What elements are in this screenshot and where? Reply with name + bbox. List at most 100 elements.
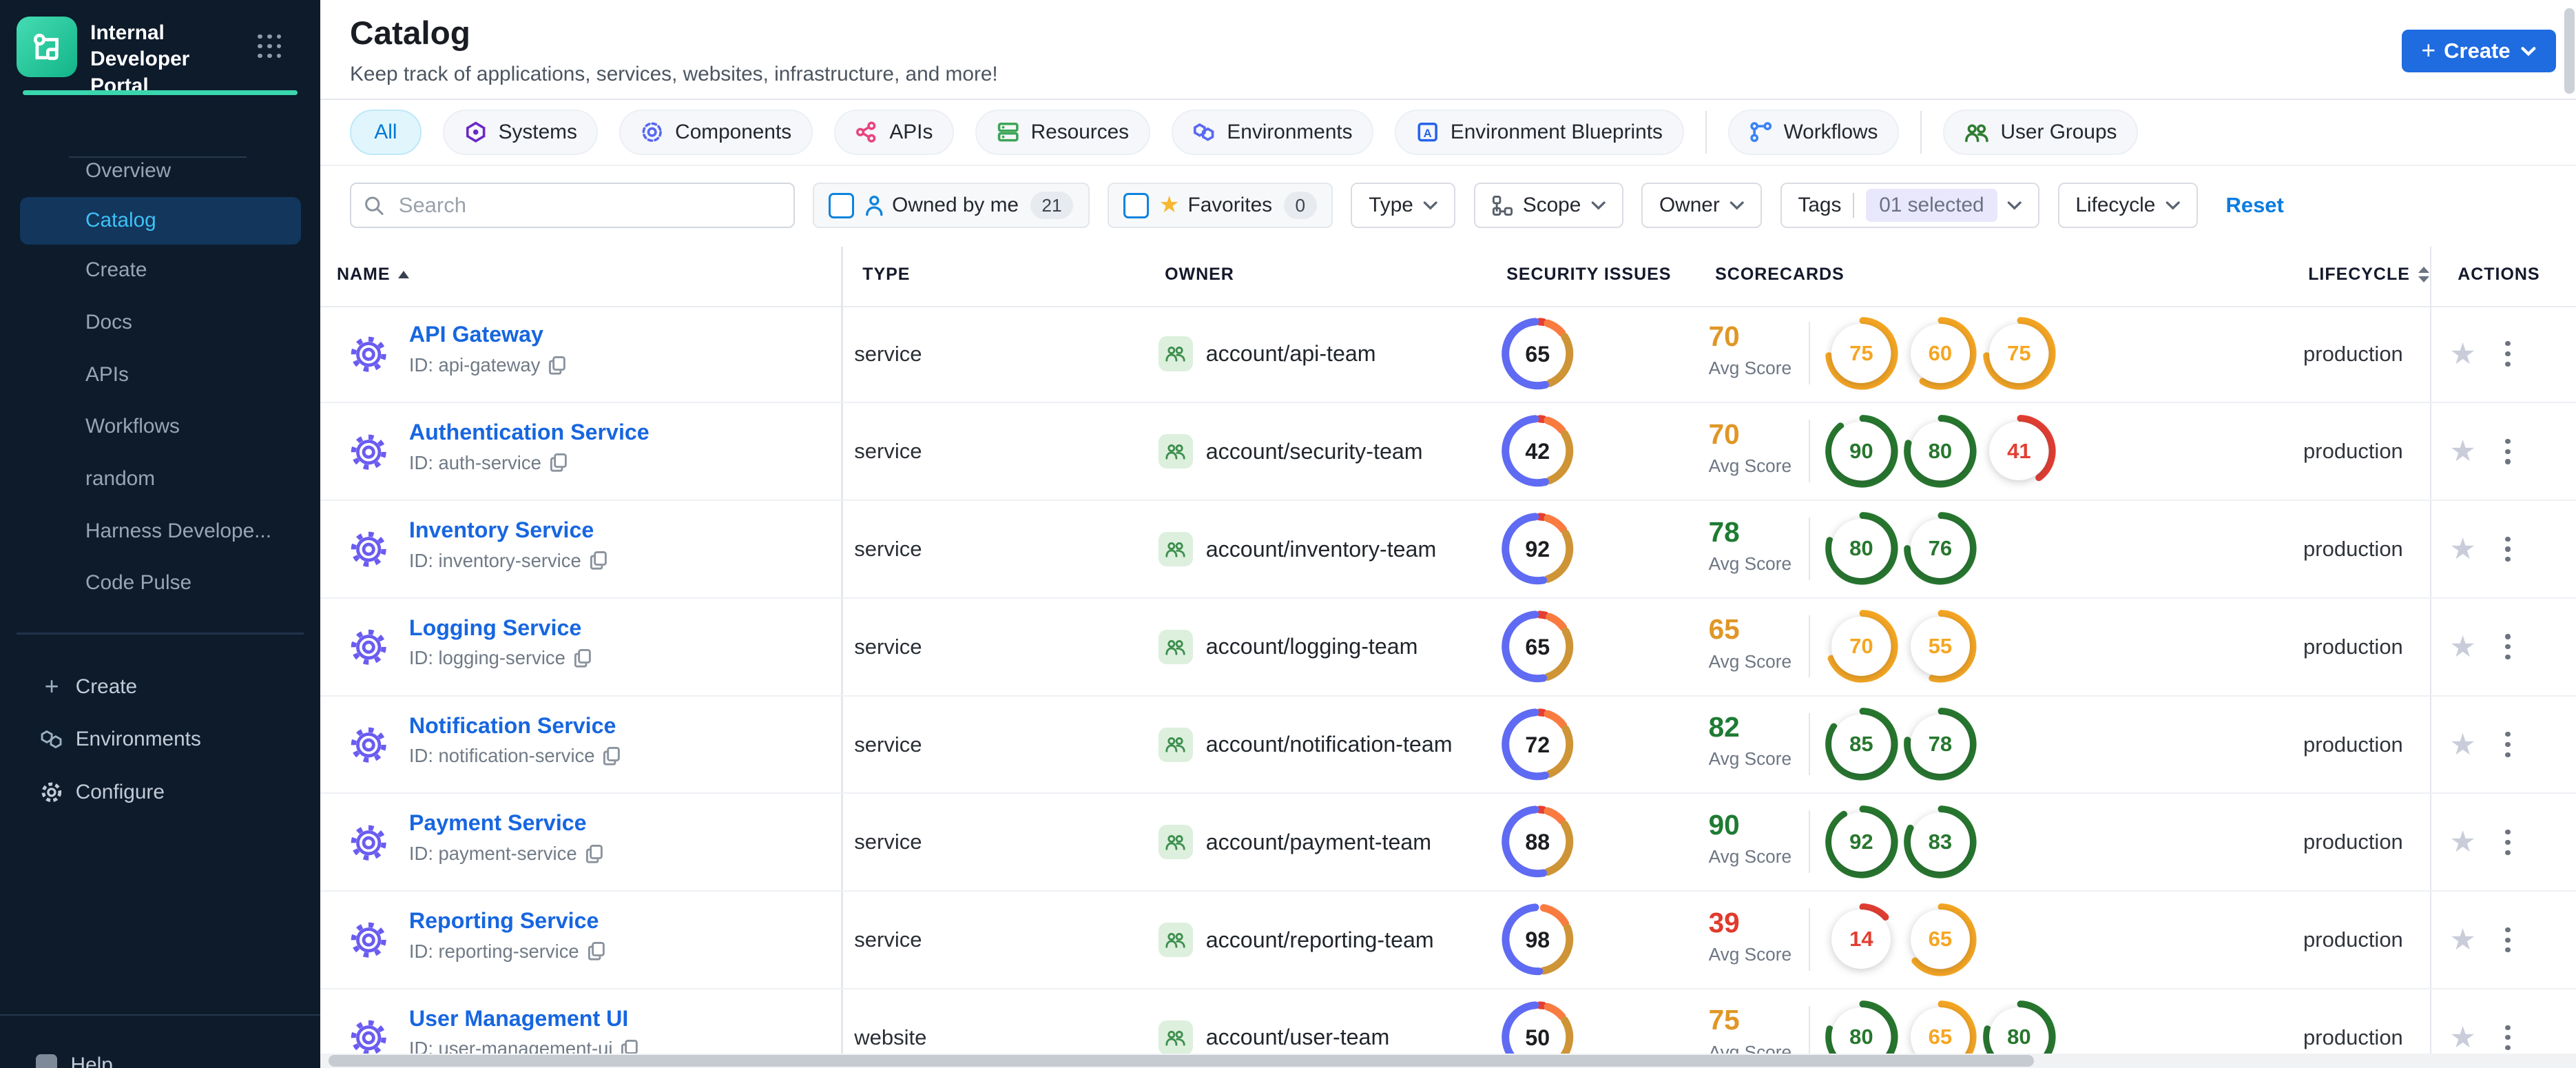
tab-label: Environments — [1227, 121, 1353, 143]
table-row[interactable]: Reporting Service ID: reporting-service … — [320, 892, 2576, 989]
entity-name-link[interactable]: Logging Service — [408, 615, 582, 640]
table-row[interactable]: Logging Service ID: logging-service serv… — [320, 599, 2576, 697]
favorite-star-button[interactable]: ★ — [2449, 1020, 2476, 1054]
owned-by-me-label: Owned by me — [892, 194, 1019, 217]
entity-name-link[interactable]: User Management UI — [408, 1005, 629, 1031]
copy-icon[interactable] — [590, 551, 607, 571]
scorecard-badge[interactable]: 90 — [1824, 413, 1900, 489]
copy-icon[interactable] — [548, 356, 566, 376]
entity-name-link[interactable]: Inventory Service — [408, 517, 594, 543]
column-header-lifecycle[interactable]: LIFECYCLE — [2308, 265, 2429, 285]
scorecard-badge[interactable]: 14 — [1824, 902, 1900, 978]
sidebar-item-harness-develope[interactable]: Harness Develope... — [85, 519, 271, 542]
sidebar-item-create[interactable]: Create — [85, 258, 147, 282]
entity-name-link[interactable]: API Gateway — [408, 322, 543, 347]
row-menu-kebab[interactable] — [2505, 599, 2511, 695]
owned-by-me-count: 21 — [1030, 191, 1074, 220]
type-dropdown[interactable]: Type — [1351, 183, 1456, 229]
scorecard-badge[interactable]: 65 — [1902, 902, 1978, 978]
scorecard-badge[interactable]: 75 — [1824, 316, 1900, 391]
help-icon — [36, 1054, 58, 1068]
copy-icon[interactable] — [588, 941, 605, 961]
scorecard-badge[interactable]: 55 — [1902, 608, 1978, 684]
lifecycle-dropdown[interactable]: Lifecycle — [2057, 183, 2198, 229]
tab-label: Components — [675, 121, 792, 143]
row-menu-kebab[interactable] — [2505, 794, 2511, 890]
tab-components[interactable]: Components — [619, 110, 813, 155]
sidebar-item-create[interactable]: + Create — [0, 661, 320, 713]
search-box[interactable] — [350, 183, 795, 229]
sidebar-item-configure[interactable]: Configure — [0, 766, 320, 818]
tab-systems[interactable]: Systems — [442, 110, 599, 155]
horizontal-scrollbar-thumb[interactable] — [329, 1055, 2034, 1067]
tab-workflows[interactable]: Workflows — [1727, 110, 1900, 155]
tab-all[interactable]: All — [350, 110, 422, 155]
column-header-name[interactable]: NAME — [337, 265, 410, 285]
reset-filters-link[interactable]: Reset — [2225, 193, 2284, 218]
entity-name-link[interactable]: Payment Service — [408, 810, 587, 836]
scorecard-badge[interactable]: 60 — [1902, 316, 1978, 391]
favorite-star-button[interactable]: ★ — [2449, 435, 2476, 469]
owner-dropdown[interactable]: Owner — [1641, 183, 1763, 229]
vertical-scrollbar[interactable] — [2564, 8, 2575, 94]
scorecard-badge[interactable]: 78 — [1902, 706, 1978, 782]
row-menu-kebab[interactable] — [2505, 697, 2511, 793]
tags-dropdown[interactable]: Tags 01 selected — [1780, 183, 2040, 229]
tab-environments[interactable]: Environments — [1171, 110, 1374, 155]
table-row[interactable]: Notification Service ID: notification-se… — [320, 697, 2576, 794]
tab-apis[interactable]: APIs — [833, 110, 954, 155]
copy-icon[interactable] — [585, 844, 603, 864]
app-switcher-icon[interactable] — [258, 34, 282, 59]
favorite-star-button[interactable]: ★ — [2449, 337, 2476, 371]
copy-icon[interactable] — [603, 746, 621, 766]
favorite-star-button[interactable]: ★ — [2449, 728, 2476, 761]
sidebar-item-catalog[interactable]: Catalog — [19, 196, 301, 245]
table-row[interactable]: API Gateway ID: api-gateway service acco… — [320, 306, 2576, 404]
tab-environment-blueprints[interactable]: A Environment Blueprints — [1395, 110, 1684, 155]
scorecard-badge[interactable]: 76 — [1902, 511, 1978, 586]
scorecard-badge[interactable]: 80 — [1824, 511, 1900, 586]
favorites-filter[interactable]: ★ Favorites 0 — [1107, 183, 1333, 229]
sidebar-item-help[interactable]: Help — [36, 1054, 113, 1068]
table-row[interactable]: Authentication Service ID: auth-service … — [320, 403, 2576, 502]
tab-resources[interactable]: Resources — [975, 110, 1150, 155]
scorecard-badge[interactable]: 70 — [1824, 608, 1900, 684]
table-row[interactable]: Payment Service ID: payment-service serv… — [320, 794, 2576, 892]
sidebar-item-code-pulse[interactable]: Code Pulse — [85, 571, 192, 595]
row-menu-kebab[interactable] — [2505, 892, 2511, 988]
row-menu-kebab[interactable] — [2505, 989, 2511, 1068]
sidebar-item-workflows[interactable]: Workflows — [85, 415, 180, 438]
row-menu-kebab[interactable] — [2505, 306, 2511, 402]
copy-icon[interactable] — [550, 453, 568, 473]
owned-by-me-checkbox[interactable] — [829, 192, 855, 218]
scorecard-badge[interactable]: 80 — [1902, 413, 1978, 489]
entity-name-link[interactable]: Authentication Service — [408, 420, 650, 445]
scorecard-badge[interactable]: 83 — [1902, 804, 1978, 880]
scorecard-badge[interactable]: 85 — [1824, 706, 1900, 782]
copy-icon[interactable] — [574, 648, 592, 668]
table-row[interactable]: Inventory Service ID: inventory-service … — [320, 501, 2576, 599]
sidebar-item-overview[interactable]: Overview — [85, 158, 172, 182]
tab-user-groups[interactable]: User Groups — [1943, 110, 2139, 155]
scorecard-badge[interactable]: 41 — [1982, 413, 2057, 489]
favorites-checkbox[interactable] — [1123, 192, 1150, 218]
search-input[interactable] — [395, 191, 780, 220]
entity-name-link[interactable]: Notification Service — [408, 712, 616, 738]
row-menu-kebab[interactable] — [2505, 403, 2511, 500]
favorite-star-button[interactable]: ★ — [2449, 825, 2476, 859]
scope-dropdown[interactable]: Scope — [1473, 183, 1623, 229]
svg-text:65: 65 — [1526, 635, 1550, 659]
favorite-star-button[interactable]: ★ — [2449, 533, 2476, 566]
create-button[interactable]: + Create — [2401, 29, 2557, 72]
scorecard-badge[interactable]: 75 — [1982, 316, 2057, 391]
sidebar-item-docs[interactable]: Docs — [85, 311, 132, 334]
scorecard-badge[interactable]: 92 — [1824, 804, 1900, 880]
row-menu-kebab[interactable] — [2505, 501, 2511, 597]
favorite-star-button[interactable]: ★ — [2449, 923, 2476, 957]
entity-name-link[interactable]: Reporting Service — [408, 908, 599, 934]
sidebar-item-apis[interactable]: APIs — [85, 362, 129, 386]
sidebar-item-random[interactable]: random — [85, 466, 156, 490]
sidebar-item-environments[interactable]: Environments — [0, 713, 320, 766]
owned-by-me-filter[interactable]: Owned by me 21 — [812, 183, 1090, 229]
favorite-star-button[interactable]: ★ — [2449, 630, 2476, 664]
